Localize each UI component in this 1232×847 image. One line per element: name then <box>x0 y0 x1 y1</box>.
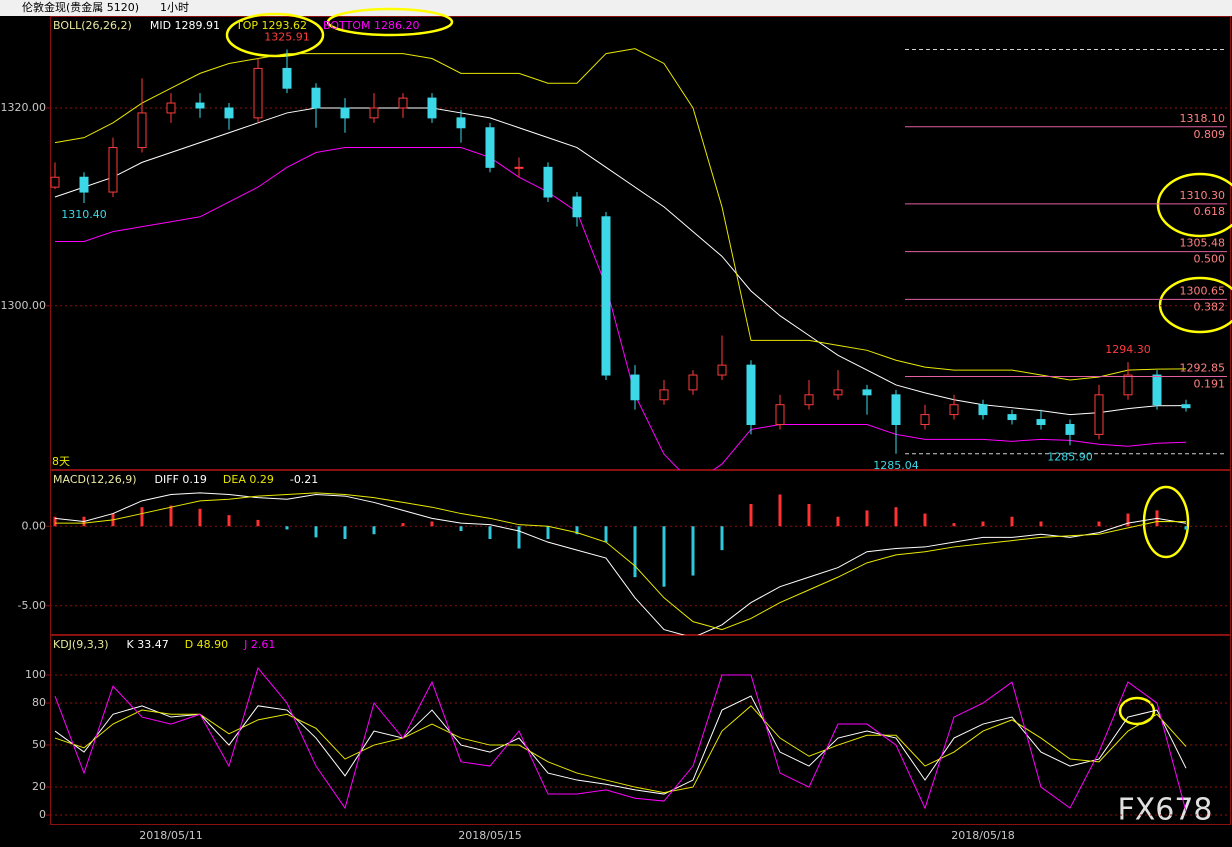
candle-body <box>1065 424 1075 435</box>
candle-body <box>514 166 524 169</box>
candle-body <box>688 374 698 391</box>
candle-body <box>79 176 89 193</box>
fib-ratio: 0.618 <box>1194 205 1226 218</box>
indicator-line <box>54 492 1187 635</box>
candle-body <box>746 364 756 426</box>
price-annotation: 1294.30 <box>1105 343 1151 356</box>
fib-ratio: 0.191 <box>1194 378 1226 391</box>
candle-body <box>369 107 379 119</box>
y-tick-label: 0.00 <box>22 519 47 532</box>
candle-body <box>427 97 437 119</box>
candle-body <box>195 102 205 109</box>
x-tick-label: 2018/05/18 <box>951 829 1014 842</box>
panel-frames <box>50 16 1231 825</box>
candle-body <box>717 364 727 376</box>
candle-body <box>949 404 959 416</box>
legend-entry: BOTTOM 1286.20 <box>323 19 419 32</box>
candle-body <box>1007 414 1017 421</box>
price-annotation: 1285.04 <box>873 459 919 472</box>
candle-body <box>775 404 785 426</box>
fib-price: 1300.65 <box>1180 284 1226 297</box>
candle-body <box>485 127 495 168</box>
x-tick-label: 2018/05/15 <box>458 829 521 842</box>
legend-entry: -0.21 <box>290 473 318 486</box>
candle-body <box>978 404 988 416</box>
indicator-label: KDJ(9,3,3) <box>53 638 109 651</box>
candle-body <box>659 389 669 401</box>
plot-area <box>50 667 1231 816</box>
candle-body <box>543 166 553 198</box>
indicator-line <box>55 492 1187 631</box>
candle-body <box>630 374 640 401</box>
candle-body <box>50 176 60 188</box>
legend-entry: DIFF 0.19 <box>155 473 207 486</box>
legend-entry: DEA 0.29 <box>223 473 274 486</box>
candle-body <box>891 394 901 426</box>
y-tick-label: -5.00 <box>18 599 46 612</box>
x-tick-label: 2018/05/11 <box>139 829 202 842</box>
legend-entry: TOP 1293.62 <box>235 19 307 32</box>
candle-body <box>340 107 350 119</box>
fib-price: 1292.85 <box>1180 362 1226 375</box>
candle-body <box>1152 374 1162 406</box>
plot-area <box>50 492 1231 635</box>
y-tick-label: 1300.00 <box>1 299 47 312</box>
candle-body <box>456 117 466 129</box>
candle-body <box>920 414 930 426</box>
y-tick-label: 0 <box>39 808 46 821</box>
candle-body <box>1181 404 1191 409</box>
candle-body <box>224 107 234 119</box>
price-annotation: 1285.90 <box>1047 450 1093 463</box>
candle-body <box>137 112 147 149</box>
price-annotation: 1325.91 <box>264 31 310 44</box>
indicator-line <box>54 48 1187 381</box>
fib-ratio: 0.500 <box>1194 253 1226 266</box>
legend-entry: MID 1289.91 <box>150 19 220 32</box>
plot-area <box>50 48 1231 470</box>
candle-body <box>601 216 611 376</box>
fib-ratio: 0.382 <box>1194 300 1226 313</box>
fib-price: 1310.30 <box>1180 189 1226 202</box>
indicator-label: BOLL(26,26,2) <box>53 19 132 32</box>
fib-price: 1318.10 <box>1180 112 1226 125</box>
period[interactable]: 1小时 <box>160 1 189 14</box>
candle-body <box>804 394 814 406</box>
fib-ratio: 0.809 <box>1194 128 1226 141</box>
watermark: FX678 <box>1117 793 1212 828</box>
candle-body <box>282 67 292 89</box>
candle-body <box>166 102 176 114</box>
candle-body <box>253 67 263 119</box>
candle-body <box>572 196 582 218</box>
header-bar <box>0 0 1232 16</box>
candle-body <box>398 97 408 109</box>
candle-body <box>862 389 872 396</box>
price-annotation: 1310.40 <box>61 208 107 221</box>
indicator-line <box>54 107 1187 416</box>
candle-body <box>1123 374 1133 396</box>
candle-body <box>108 147 118 193</box>
highlight-ellipses <box>225 7 1232 726</box>
period-note: 8天 <box>52 455 70 468</box>
y-tick-label: 50 <box>32 738 46 751</box>
legend-entry: K 33.47 <box>127 638 169 651</box>
y-tick-label: 80 <box>32 696 46 709</box>
indicator-line <box>54 695 1187 795</box>
indicator-label: MACD(12,26,9) <box>53 473 137 486</box>
candle-body <box>1036 419 1046 426</box>
legend-entry: J 2.61 <box>243 638 275 651</box>
indicator-line <box>54 667 1187 812</box>
y-tick-label: 1320.00 <box>1 101 47 114</box>
y-tick-label: 100 <box>25 668 46 681</box>
indicator-line <box>54 705 1187 794</box>
fib-price: 1305.48 <box>1180 237 1226 250</box>
candle-body <box>311 87 321 109</box>
indicator-line <box>55 147 1187 470</box>
legend-entry: D 48.90 <box>185 638 228 651</box>
symbol[interactable]: 伦敦金现(贵金属 5120) <box>22 0 139 14</box>
candle-body <box>1094 394 1104 435</box>
candle-body <box>833 389 843 396</box>
y-tick-label: 20 <box>32 780 46 793</box>
